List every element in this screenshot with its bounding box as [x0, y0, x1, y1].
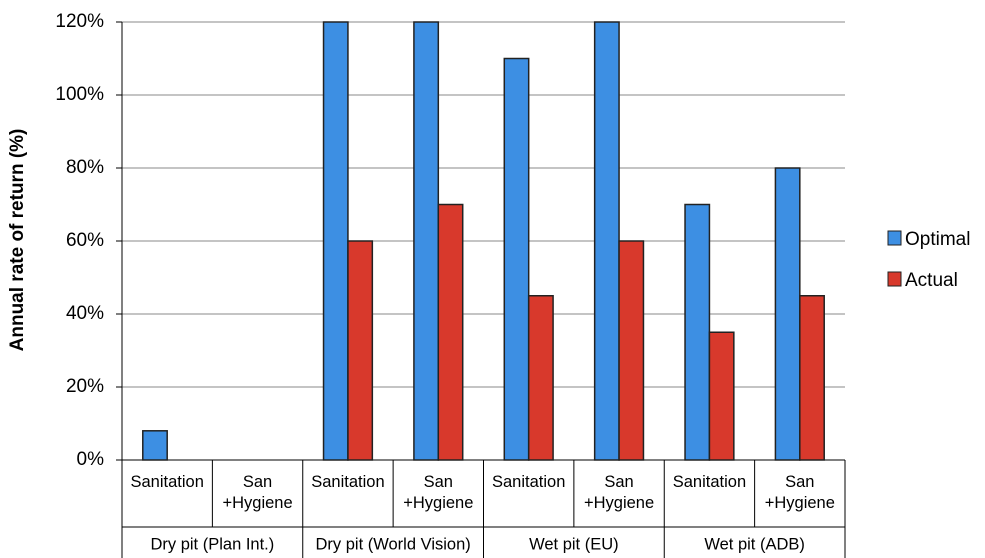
group-label: Dry pit (World Vision): [315, 535, 470, 553]
y-tick-label: 0%: [77, 449, 105, 470]
bar: [413, 21, 440, 461]
bar: [437, 203, 464, 461]
bar: [618, 240, 645, 461]
legend-swatch: [887, 230, 902, 246]
y-tick-label: 40%: [66, 303, 104, 324]
y-tick-label: 20%: [66, 376, 104, 397]
x-tick-label: San +Hygiene: [222, 473, 293, 512]
x-tick-label: Sanitation: [491, 473, 566, 491]
bar: [774, 167, 801, 461]
x-tick-label: Sanitation: [311, 473, 385, 491]
bar: [347, 240, 374, 461]
x-tick-label: San +Hygiene: [583, 473, 655, 512]
y-tick-label: 120%: [55, 11, 104, 32]
x-tick-label: Sanitation: [130, 473, 204, 491]
bar: [527, 295, 554, 461]
y-tick-label: 100%: [55, 84, 104, 105]
x-tick-label: San +Hygiene: [764, 473, 835, 512]
group-label: Wet pit (ADB): [704, 535, 805, 553]
y-tick-label: 60%: [66, 230, 104, 251]
bar: [322, 21, 349, 461]
bar: [142, 430, 168, 461]
legend-swatch: [887, 271, 902, 287]
legend-label: Actual: [905, 270, 958, 291]
bar: [684, 203, 711, 461]
legend-label: Optimal: [905, 229, 970, 250]
group-label: Dry pit (Plan Int.): [150, 535, 274, 553]
bar: [593, 21, 620, 461]
group-label: Wet pit (EU): [529, 535, 619, 553]
x-tick-label: San +Hygiene: [403, 473, 474, 512]
bar: [799, 295, 825, 461]
x-tick-label: Sanitation: [672, 473, 747, 491]
bar: [708, 331, 735, 461]
bar: [503, 57, 530, 461]
y-tick-label: 80%: [66, 157, 104, 178]
y-axis-label: Annual rate of return (%): [7, 129, 28, 352]
